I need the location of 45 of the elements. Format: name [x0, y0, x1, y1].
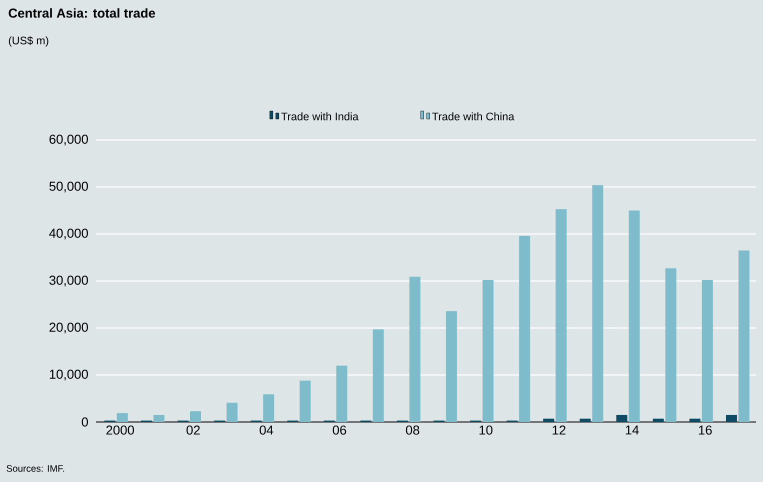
- bar: [616, 414, 628, 422]
- chart-subtitle: (US$ m): [8, 36, 48, 47]
- bar: [263, 394, 274, 422]
- y-tick-label: 40,000: [49, 228, 88, 240]
- x-tick-label: 10: [480, 426, 492, 435]
- bar: [336, 366, 348, 422]
- y-tick-label: 60,000: [50, 134, 88, 146]
- x-tick-label: 08: [406, 426, 420, 435]
- bar: [519, 236, 530, 422]
- bar: [738, 250, 750, 422]
- bar: [372, 329, 384, 422]
- bar: [543, 418, 554, 422]
- legend-label: Trade with China: [432, 112, 514, 120]
- bar: [702, 280, 713, 422]
- bar: [665, 268, 676, 422]
- bar: [592, 185, 604, 422]
- bar: [482, 280, 494, 422]
- y-tick-label: 50,000: [49, 182, 88, 192]
- bar: [628, 210, 640, 422]
- bar: [153, 414, 164, 422]
- bar: [652, 418, 664, 422]
- x-tick-label: 04: [260, 426, 274, 435]
- bar: [409, 276, 420, 422]
- bar: [726, 414, 737, 422]
- x-tick-label: 14: [626, 426, 639, 434]
- legend-label: Trade with India: [281, 112, 359, 120]
- chart-title: Central Asia: total trade: [8, 8, 156, 18]
- x-tick-label: 12: [552, 426, 566, 435]
- y-tick-label: 0: [82, 417, 88, 427]
- bar: [190, 411, 201, 422]
- y-tick-label: 30,000: [49, 276, 88, 286]
- bar: [689, 418, 700, 422]
- y-tick-label: 10,000: [50, 370, 88, 380]
- y-tick-label: 20,000: [50, 322, 88, 334]
- source-note: Sources: IMF.: [6, 465, 64, 472]
- x-tick-label: 06: [332, 426, 346, 435]
- bar: [300, 380, 311, 422]
- x-tick-label: 16: [698, 426, 712, 435]
- bar: [226, 402, 238, 422]
- bar: [116, 413, 128, 422]
- x-tick-label: 2000: [106, 426, 134, 435]
- bar: [580, 418, 591, 422]
- bar: [446, 311, 457, 422]
- bar: [556, 209, 567, 422]
- x-tick-label: 02: [186, 426, 200, 435]
